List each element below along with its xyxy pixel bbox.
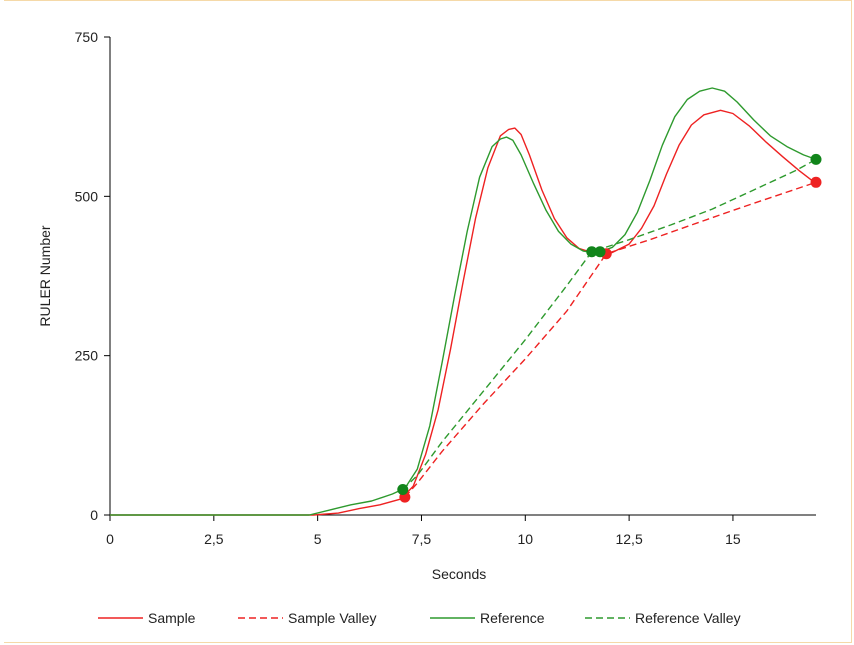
x-tick-label: 7,5 (412, 531, 432, 547)
y-axis-title: RULER Number (37, 225, 53, 326)
legend: Sample Sample Valley Reference Reference Va… (98, 610, 741, 626)
y-tick-label: 750 (75, 29, 99, 45)
legend-label: Sample Valley (288, 610, 376, 626)
plot-markers (397, 153, 822, 503)
data-point-marker (810, 176, 822, 188)
data-point-marker (397, 484, 409, 496)
y-tick-label: 0 (90, 507, 98, 523)
series-line-sample-valley (404, 181, 817, 498)
axes: 0 250 500 750 0 2,5 5 7,5 10 12,5 15 RULER Number… (37, 29, 816, 582)
chart-frame (4, 0, 852, 643)
series-line-reference-valley (402, 158, 817, 491)
data-point-marker (586, 246, 598, 258)
x-axis-ticks: 0 2,5 5 7,5 10 12,5 15 (106, 515, 741, 547)
x-tick-label: 5 (314, 531, 322, 547)
plot-series (110, 87, 817, 516)
y-tick-label: 250 (75, 348, 99, 364)
y-tick-label: 500 (75, 188, 99, 204)
data-point-marker (810, 153, 822, 165)
data-point-marker (594, 246, 606, 258)
legend-label: Reference Valley (635, 610, 741, 626)
legend-label: Sample (148, 610, 196, 626)
x-tick-label: 15 (725, 531, 741, 547)
x-tick-label: 10 (518, 531, 534, 547)
x-tick-label: 12,5 (615, 531, 642, 547)
x-axis-title: Seconds (432, 566, 486, 582)
series-line-sample (110, 109, 817, 516)
x-tick-label: 0 (106, 531, 114, 547)
series-line-reference (110, 87, 817, 516)
x-tick-label: 2,5 (204, 531, 224, 547)
legend-label: Reference (480, 610, 545, 626)
y-axis-ticks: 0 250 500 750 (75, 29, 110, 523)
